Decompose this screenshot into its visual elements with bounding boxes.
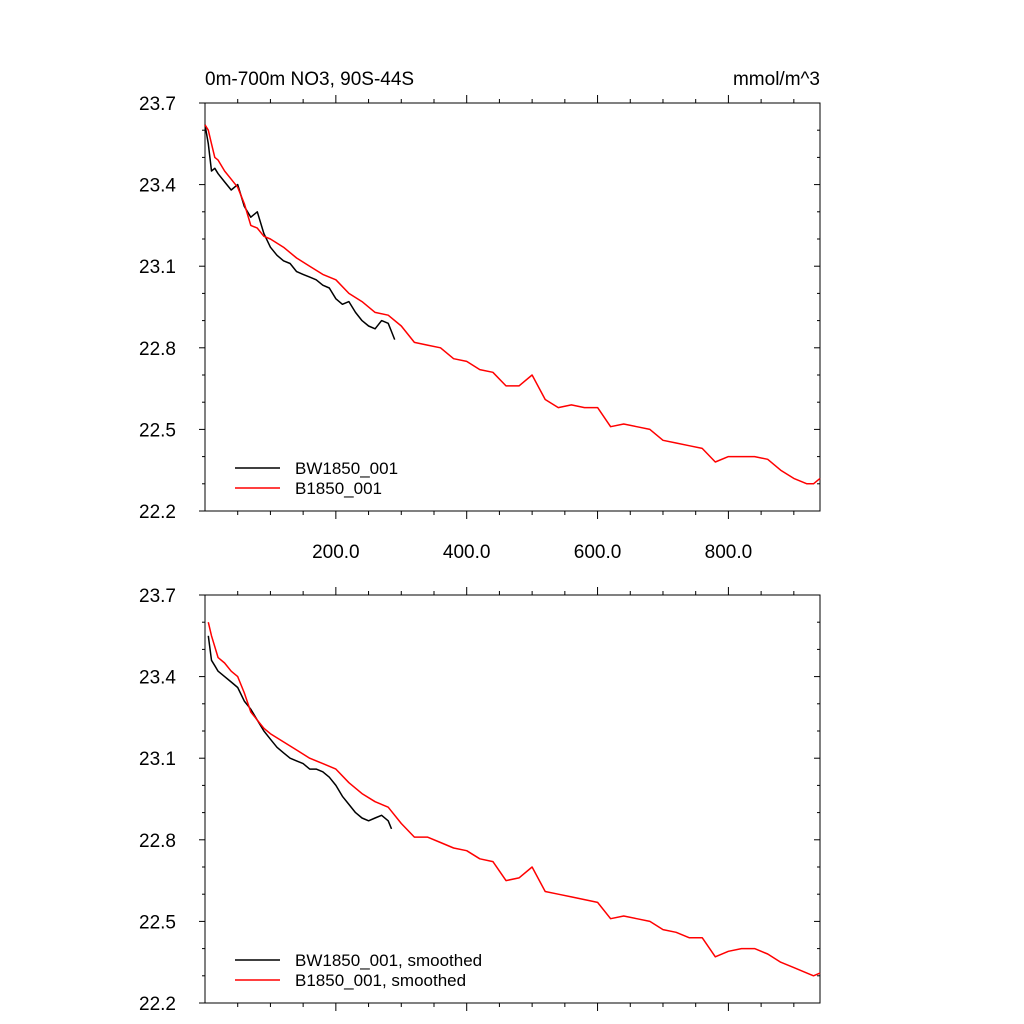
x-tick-label: 800.0 [705,542,753,563]
axis-ticks [199,95,820,519]
y-tick-label: 22.2 [139,502,176,523]
y-tick-label: 22.5 [139,912,176,933]
y-tick-label: 23.4 [139,176,176,197]
x-tick-label: 200.0 [312,542,360,563]
series-line-0 [204,124,396,340]
y-tick-label: 22.5 [139,420,176,441]
plot-frame [204,102,821,512]
y-tick-label: 23.4 [139,668,176,689]
legend-label: BW1850_001 [295,459,398,478]
x-axis-tick-labels: 200.0 400.0 600.0 800.0 [312,542,752,563]
legend-label: BW1850_001, smoothed [295,951,482,970]
y-tick-label: 22.8 [139,339,176,360]
y-tick-label: 23.7 [139,94,176,115]
y-tick-label: 22.8 [139,831,176,852]
plot-frame [204,594,821,1004]
units-label: mmol/m^3 [733,69,820,90]
series-line-0 [207,635,393,830]
series-line-1 [207,622,821,977]
chart-title: 0m-700m NO3, 90S-44S [205,69,414,90]
series-lines [207,622,821,977]
y-tick-label: 23.1 [139,749,176,770]
legend-label: B1850_001 [295,479,382,498]
series-line-1 [204,124,821,485]
y-tick-label: 23.7 [139,586,176,607]
top-panel: 0m-700m NO3, 90S-44S mmol/m^3 22.222.522… [139,69,821,563]
series-lines [204,124,821,485]
x-tick-label: 400.0 [443,542,491,563]
y-tick-label: 22.2 [139,994,176,1015]
y-axis-tick-labels: 22.2 22.5 22.8 23.1 23.4 23.7 [139,586,176,1015]
y-axis-tick-labels: 22.2 22.5 22.8 23.1 23.4 23.7 [139,94,176,523]
x-tick-label: 600.0 [574,542,622,563]
axis-ticks [199,587,820,1011]
y-tick-label: 23.1 [139,257,176,278]
legend-label: B1850_001, smoothed [295,971,466,990]
bottom-panel: 22.2 22.5 22.8 23.1 23.4 23.7 BW1850_001, smo… [139,586,821,1015]
